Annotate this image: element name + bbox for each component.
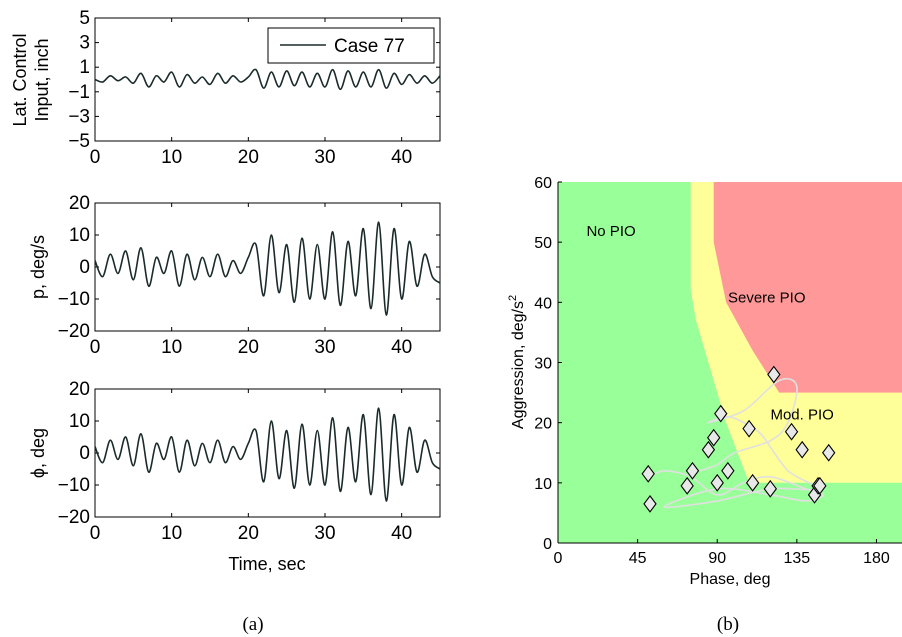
y-axis-label: p, deg/s: [28, 235, 48, 299]
x-tick-label: 10: [161, 523, 182, 544]
data-point-diamond: [795, 440, 809, 459]
y-tick-label: 10: [69, 225, 90, 246]
y-tick-label: 20: [69, 379, 90, 400]
caption-b: (b): [717, 614, 739, 635]
region-label-moderate-pio: Mod. PIO: [770, 407, 833, 424]
y-tick-label: −10: [58, 475, 90, 496]
y-tick-label: 20: [534, 416, 552, 433]
y-tick-label: 5: [79, 8, 90, 29]
series-line-phi: [94, 407, 441, 502]
y-tick-label: −20: [58, 507, 90, 528]
data-point-diamond: [745, 473, 760, 492]
x-axis-label: Time, sec: [228, 554, 305, 574]
x-tick-label: 0: [90, 523, 101, 544]
x-tick-label: 135: [783, 550, 810, 567]
trajectory-line: [649, 377, 825, 509]
plot-roll-rate: 0 10 20 30 40 −20 −10 0 10 20 p, deg/s: [28, 193, 441, 358]
y-tick-label: 10: [534, 476, 552, 493]
data-point-diamond: [643, 494, 657, 513]
axis-ticks: 0 10 20 30 40 −20 −10 0 10 20: [58, 193, 440, 358]
y-axis-label: ϕ, deg: [28, 428, 48, 478]
y-axis-label-line2: Input, inch: [32, 38, 52, 121]
data-point-diamond: [721, 461, 735, 480]
x-tick-label: 20: [238, 337, 259, 358]
x-tick-label: 40: [391, 147, 412, 168]
y-tick-label: 3: [79, 33, 90, 54]
y-axis-label-superscript: 2: [507, 295, 519, 301]
x-tick-label: 10: [161, 337, 182, 358]
x-tick-label: 45: [629, 550, 647, 567]
x-tick-label: 30: [314, 523, 335, 544]
y-tick-label: 20: [69, 193, 90, 214]
data-point-diamond: [680, 476, 694, 495]
data-point-diamond: [707, 428, 721, 447]
y-tick-label: −3: [68, 106, 90, 127]
y-tick-label: −5: [68, 131, 90, 152]
data-points: [641, 365, 836, 513]
y-tick-label: −1: [68, 82, 90, 103]
data-point-diamond: [710, 473, 724, 492]
y-tick-label: 0: [79, 257, 90, 278]
x-tick-label: 10: [161, 147, 182, 168]
x-axis-label: Phase, deg: [690, 571, 771, 588]
data-point-diamond: [641, 464, 655, 483]
y-tick-label: −10: [58, 289, 90, 310]
series-line-p: [94, 221, 441, 316]
x-tick-label: 20: [238, 147, 259, 168]
data-point-diamond: [767, 365, 781, 384]
data-point-diamond: [763, 479, 777, 498]
x-tick-label: 0: [90, 337, 101, 358]
x-tick-label: 30: [314, 147, 335, 168]
y-tick-label: 60: [534, 175, 552, 192]
y-tick-label: 1: [79, 57, 90, 78]
series-line-case-77: [94, 68, 441, 91]
data-point-diamond: [784, 422, 799, 441]
y-tick-label: 50: [534, 235, 552, 252]
data-point-diamond: [813, 476, 827, 495]
data-point-diamond: [701, 440, 716, 459]
axis-ticks: 0 45 90 135 180 0 10 20 30 40 50 60: [534, 175, 890, 567]
y-tick-label: 40: [534, 295, 552, 312]
y-axis-label: Aggression, deg/s2: [507, 295, 527, 429]
y-tick-label: 30: [534, 356, 552, 373]
region-severe-pio: [713, 182, 902, 393]
legend: Case 77: [267, 27, 435, 64]
y-tick-label: 0: [543, 536, 552, 553]
axis-ticks: 0 10 20 30 40 −20 −10 0 10 20: [58, 379, 440, 544]
data-point-diamond: [822, 443, 836, 462]
x-tick-label: 20: [238, 523, 259, 544]
plot-pio-boundaries: 0 45 90 135 180 0 10 20 30 40 50 60 No PIO Mod. PIO…: [507, 175, 902, 588]
y-tick-label: 10: [69, 411, 90, 432]
axis-ticks: 0 10 20 30 40 −5 −3 −1 1 3 5: [68, 8, 440, 168]
x-tick-label: 180: [863, 550, 890, 567]
x-tick-label: 40: [391, 337, 412, 358]
y-axis-label-line1: Lat. Control: [10, 33, 30, 126]
region-label-no-pio: No PIO: [586, 223, 635, 240]
x-tick-label: 0: [90, 147, 101, 168]
data-point-diamond: [742, 419, 756, 438]
y-tick-label: 0: [79, 443, 90, 464]
x-tick-label: 40: [391, 523, 412, 544]
legend-label: Case 77: [334, 36, 405, 57]
y-axis-label-text: Aggression, deg/s: [510, 301, 527, 429]
data-point-diamond: [714, 404, 728, 423]
data-point-diamond: [685, 461, 700, 480]
y-tick-label: −20: [58, 321, 90, 342]
x-tick-label: 30: [314, 337, 335, 358]
x-tick-label: 0: [554, 550, 563, 567]
x-tick-label: 90: [708, 550, 726, 567]
region-label-severe-pio: Severe PIO: [728, 289, 806, 306]
plot-roll-angle: 0 10 20 30 40 −20 −10 0 10 20 ϕ, deg Time, sec: [28, 379, 441, 574]
caption-a: (a): [242, 614, 263, 635]
